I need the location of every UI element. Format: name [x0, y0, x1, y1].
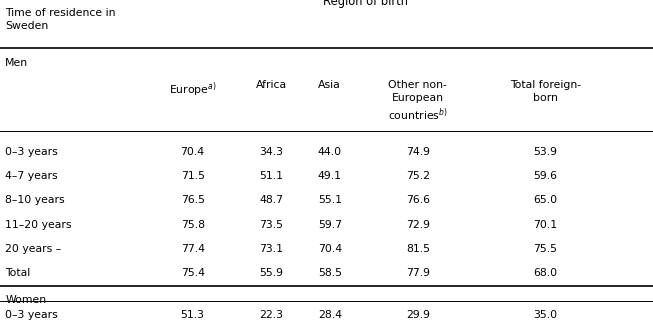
Text: 34.3: 34.3	[259, 147, 283, 157]
Text: Africa: Africa	[255, 80, 287, 90]
Text: Region of birth: Region of birth	[323, 0, 408, 8]
Text: 51.3: 51.3	[181, 310, 204, 320]
Text: 58.5: 58.5	[318, 268, 342, 278]
Text: 74.9: 74.9	[406, 147, 430, 157]
Text: 75.8: 75.8	[181, 220, 204, 229]
Text: 53.9: 53.9	[534, 147, 557, 157]
Text: 59.6: 59.6	[534, 171, 557, 181]
Text: 71.5: 71.5	[181, 171, 204, 181]
Text: Other non-
European
countries$^{b)}$: Other non- European countries$^{b)}$	[388, 80, 448, 123]
Text: 73.1: 73.1	[259, 244, 283, 254]
Text: 72.9: 72.9	[406, 220, 430, 229]
Text: 28.4: 28.4	[318, 310, 342, 320]
Text: 70.1: 70.1	[534, 220, 557, 229]
Text: 59.7: 59.7	[318, 220, 342, 229]
Text: 29.9: 29.9	[406, 310, 430, 320]
Text: 11–20 years: 11–20 years	[5, 220, 72, 229]
Text: 35.0: 35.0	[534, 310, 557, 320]
Text: 68.0: 68.0	[534, 268, 557, 278]
Text: Total foreign-
born: Total foreign- born	[510, 80, 581, 103]
Text: 75.5: 75.5	[534, 244, 557, 254]
Text: 49.1: 49.1	[318, 171, 342, 181]
Text: 76.6: 76.6	[406, 195, 430, 205]
Text: 8–10 years: 8–10 years	[5, 195, 65, 205]
Text: 22.3: 22.3	[259, 310, 283, 320]
Text: 55.9: 55.9	[259, 268, 283, 278]
Text: 75.2: 75.2	[406, 171, 430, 181]
Text: 77.9: 77.9	[406, 268, 430, 278]
Text: Time of residence in
Sweden: Time of residence in Sweden	[5, 8, 116, 31]
Text: 70.4: 70.4	[318, 244, 342, 254]
Text: 0–3 years: 0–3 years	[5, 310, 58, 320]
Text: Europe$^{a)}$: Europe$^{a)}$	[169, 80, 216, 99]
Text: 76.5: 76.5	[181, 195, 204, 205]
Text: Women: Women	[5, 295, 46, 305]
Text: 20 years –: 20 years –	[5, 244, 61, 254]
Text: 44.0: 44.0	[318, 147, 342, 157]
Text: 0–3 years: 0–3 years	[5, 147, 58, 157]
Text: 81.5: 81.5	[406, 244, 430, 254]
Text: 55.1: 55.1	[318, 195, 342, 205]
Text: 73.5: 73.5	[259, 220, 283, 229]
Text: Total: Total	[5, 268, 31, 278]
Text: 70.4: 70.4	[181, 147, 204, 157]
Text: 51.1: 51.1	[259, 171, 283, 181]
Text: 65.0: 65.0	[534, 195, 557, 205]
Text: 4–7 years: 4–7 years	[5, 171, 58, 181]
Text: 75.4: 75.4	[181, 268, 204, 278]
Text: Men: Men	[5, 58, 28, 68]
Text: 77.4: 77.4	[181, 244, 204, 254]
Text: Asia: Asia	[319, 80, 341, 90]
Text: 48.7: 48.7	[259, 195, 283, 205]
